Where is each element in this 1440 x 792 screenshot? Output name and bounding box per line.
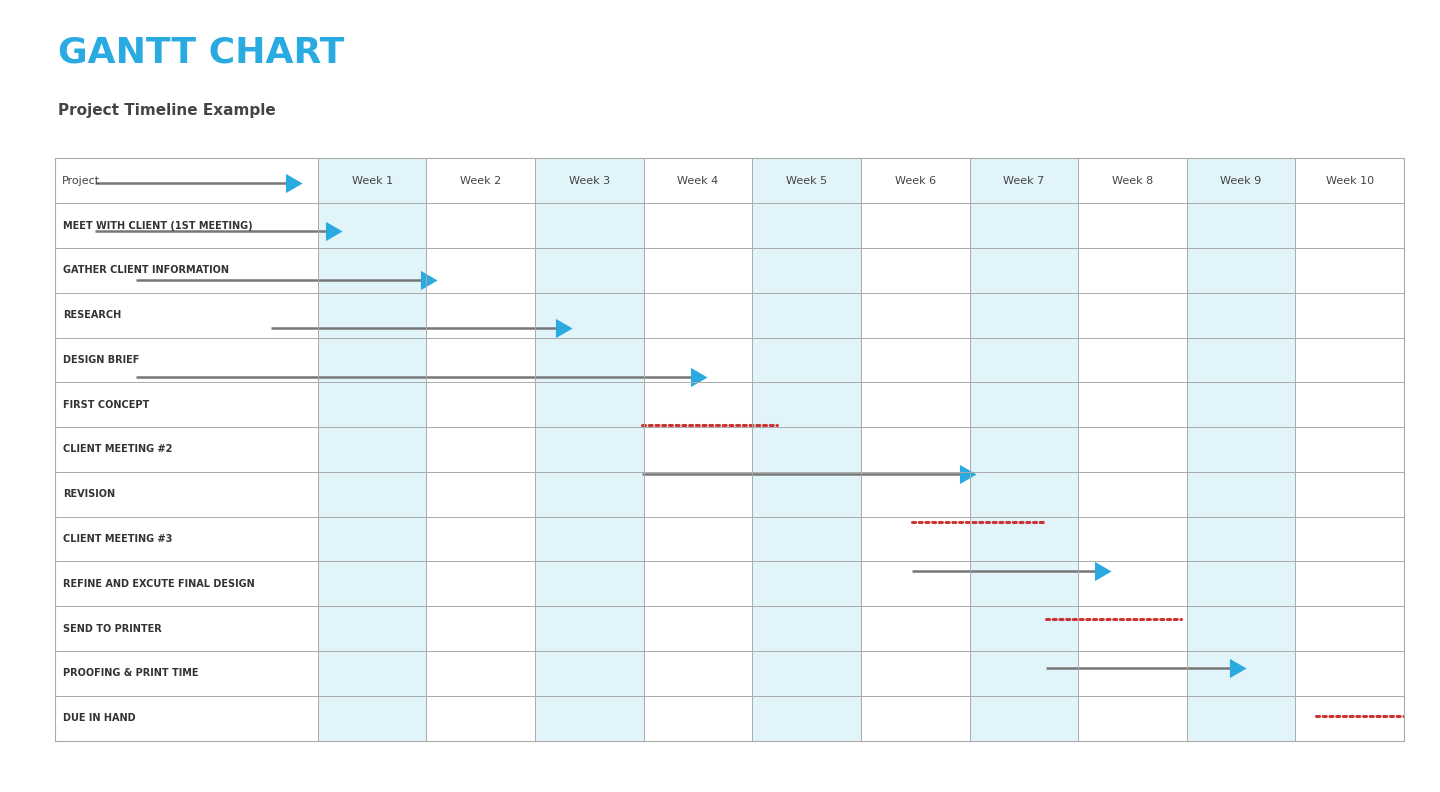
Text: Week 3: Week 3 [569, 176, 611, 186]
Text: CLIENT MEETING #3: CLIENT MEETING #3 [63, 534, 173, 544]
Text: Week 7: Week 7 [1004, 176, 1044, 186]
Text: FIRST CONCEPT: FIRST CONCEPT [63, 400, 150, 409]
Text: Week 5: Week 5 [786, 176, 827, 186]
Text: Week 6: Week 6 [894, 176, 936, 186]
Text: Week 8: Week 8 [1112, 176, 1153, 186]
Text: Week 1: Week 1 [351, 176, 393, 186]
Text: CLIENT MEETING #2: CLIENT MEETING #2 [63, 444, 173, 455]
Text: Project: Project [62, 176, 99, 186]
Text: Week 2: Week 2 [461, 176, 501, 186]
Text: Week 9: Week 9 [1221, 176, 1261, 186]
Text: SEND TO PRINTER: SEND TO PRINTER [63, 623, 163, 634]
Text: REVISION: REVISION [63, 489, 115, 499]
Text: GATHER CLIENT INFORMATION: GATHER CLIENT INFORMATION [63, 265, 229, 276]
Text: DESIGN BRIEF: DESIGN BRIEF [63, 355, 140, 365]
Text: RESEARCH: RESEARCH [63, 310, 121, 320]
Text: DUE IN HAND: DUE IN HAND [63, 713, 135, 723]
Text: PROOFING & PRINT TIME: PROOFING & PRINT TIME [63, 668, 199, 679]
Text: REFINE AND EXCUTE FINAL DESIGN: REFINE AND EXCUTE FINAL DESIGN [63, 579, 255, 588]
Text: Week 10: Week 10 [1326, 176, 1374, 186]
Text: GANTT CHART: GANTT CHART [58, 36, 344, 70]
Text: MEET WITH CLIENT (1ST MEETING): MEET WITH CLIENT (1ST MEETING) [63, 220, 253, 230]
Text: Week 4: Week 4 [677, 176, 719, 186]
Text: Project Timeline Example: Project Timeline Example [58, 103, 275, 118]
